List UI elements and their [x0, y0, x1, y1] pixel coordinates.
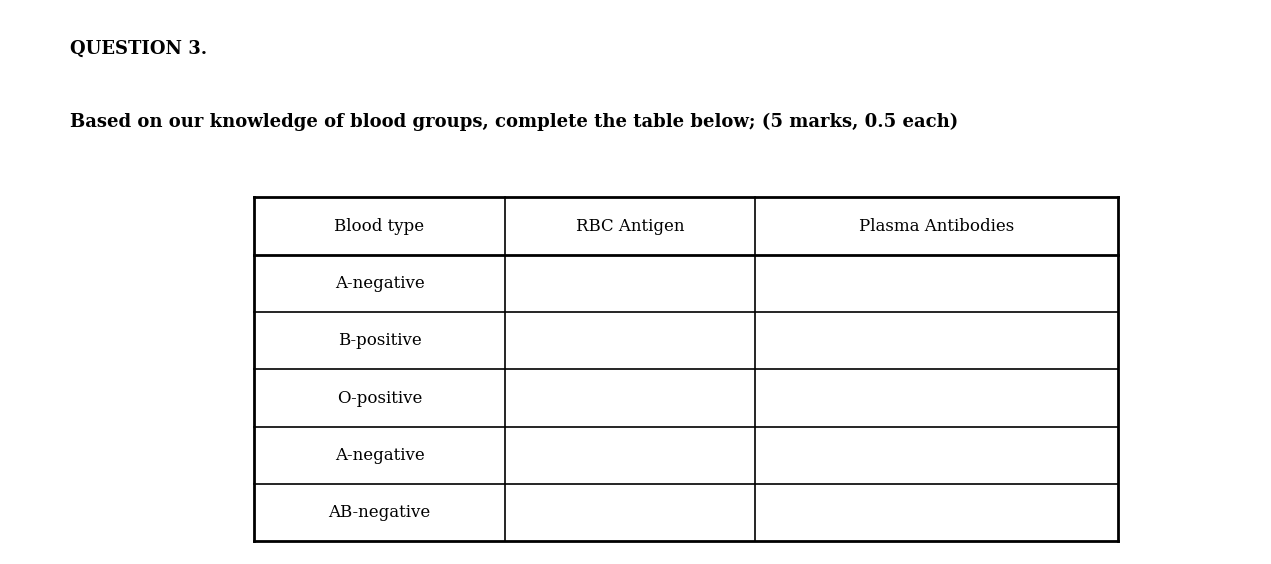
Text: A-negative: A-negative	[334, 447, 425, 464]
Text: AB-negative: AB-negative	[328, 504, 431, 521]
Text: Based on our knowledge of blood groups, complete the table below; (5 marks, 0.5 : Based on our knowledge of blood groups, …	[70, 113, 958, 131]
Text: Blood type: Blood type	[334, 218, 425, 235]
Text: QUESTION 3.: QUESTION 3.	[70, 39, 207, 58]
Text: B-positive: B-positive	[338, 332, 422, 349]
Text: Plasma Antibodies: Plasma Antibodies	[859, 218, 1014, 235]
Text: A-negative: A-negative	[334, 275, 425, 292]
Text: O-positive: O-positive	[337, 390, 422, 407]
Text: RBC Antigen: RBC Antigen	[576, 218, 684, 235]
